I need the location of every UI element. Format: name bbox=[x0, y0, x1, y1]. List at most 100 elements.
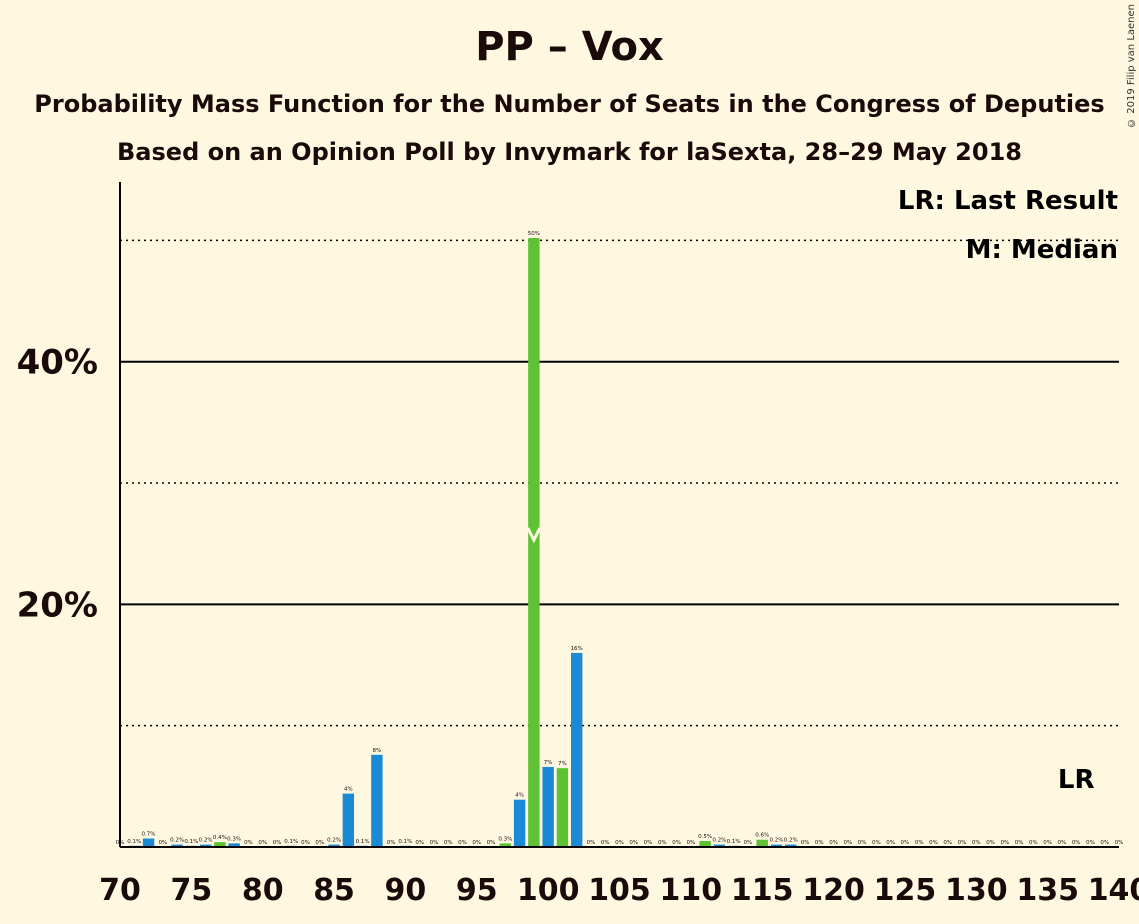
bar-label-89: 0% bbox=[387, 840, 396, 846]
bar-label-120: 0% bbox=[829, 840, 838, 846]
bar-label-116: 0.2% bbox=[769, 838, 783, 844]
bar-label-119: 0% bbox=[815, 840, 824, 846]
bar-label-93: 0% bbox=[444, 840, 453, 846]
x-tick-125: 125 bbox=[874, 873, 937, 908]
axes bbox=[119, 182, 1119, 848]
bar-label-129: 0% bbox=[958, 840, 967, 846]
bar-label-132: 0% bbox=[1000, 840, 1009, 846]
grid-lines bbox=[120, 239, 1119, 727]
bar-label-110: 0% bbox=[686, 840, 695, 846]
x-tick-105: 105 bbox=[588, 873, 651, 908]
bar-label-123: 0% bbox=[872, 840, 881, 846]
chart-title: PP – Vox bbox=[475, 24, 664, 70]
bar-label-81: 0% bbox=[273, 840, 282, 846]
bar-label-133: 0% bbox=[1015, 840, 1024, 846]
bar-label-135: 0% bbox=[1043, 840, 1052, 846]
y-tick-40: 40% bbox=[17, 343, 98, 383]
bar-85 bbox=[328, 844, 340, 847]
bar-label-72: 0.7% bbox=[142, 832, 156, 838]
bar-label-126: 0% bbox=[915, 840, 924, 846]
bar-label-86: 4% bbox=[344, 787, 353, 793]
bar-111 bbox=[699, 840, 711, 847]
bar-72 bbox=[142, 838, 155, 847]
bar-76 bbox=[199, 844, 212, 847]
bar-label-109: 0% bbox=[672, 840, 681, 846]
bar-label-73: 0% bbox=[158, 840, 167, 846]
bar-series bbox=[128, 237, 797, 847]
bar-label-124: 0% bbox=[886, 840, 895, 846]
bar-label-107: 0% bbox=[644, 840, 653, 846]
bar-115 bbox=[756, 839, 768, 847]
bar-88 bbox=[371, 754, 383, 847]
x-tick-75: 75 bbox=[170, 873, 212, 908]
x-tick-135: 135 bbox=[1016, 873, 1079, 908]
last-result-marker: LR bbox=[1058, 765, 1095, 795]
bar-label-101: 7% bbox=[558, 761, 567, 767]
bar-label-99: 50% bbox=[528, 231, 540, 237]
bar-label-92: 0% bbox=[430, 840, 439, 846]
x-tick-80: 80 bbox=[242, 873, 284, 908]
bar-label-103: 0% bbox=[587, 840, 596, 846]
median-marker bbox=[526, 527, 542, 544]
x-tick-140: 140 bbox=[1088, 873, 1139, 908]
x-tick-70: 70 bbox=[99, 873, 141, 908]
bar-label-85: 0.2% bbox=[327, 838, 341, 844]
legend-median: M: Median bbox=[966, 235, 1118, 265]
bar-label-84: 0% bbox=[315, 840, 324, 846]
bar-label-130: 0% bbox=[972, 840, 981, 846]
bar-label-140: 0% bbox=[1115, 840, 1124, 846]
bar-label-105: 0% bbox=[615, 840, 624, 846]
bar-label-87: 0.1% bbox=[356, 839, 370, 845]
x-tick-95: 95 bbox=[456, 873, 498, 908]
bar-label-138: 0% bbox=[1086, 840, 1095, 846]
bar-101 bbox=[556, 768, 569, 847]
bar-77 bbox=[214, 842, 226, 847]
bar-label-118: 0% bbox=[801, 840, 810, 846]
bar-label-127: 0% bbox=[929, 840, 938, 846]
bar-label-128: 0% bbox=[943, 840, 952, 846]
bar-112 bbox=[713, 844, 726, 847]
x-tick-110: 110 bbox=[660, 873, 723, 908]
tick-labels: 7075808590951001051101151201251301351402… bbox=[17, 343, 1139, 908]
bar-label-98: 4% bbox=[515, 793, 524, 799]
bar-label-76: 0.2% bbox=[199, 838, 213, 844]
bar-label-78: 0.3% bbox=[227, 836, 241, 842]
y-tick-20: 20% bbox=[17, 585, 98, 625]
bar-label-117: 0.2% bbox=[784, 838, 798, 844]
bar-label-83: 0% bbox=[301, 840, 310, 846]
bar-label-82: 0.1% bbox=[284, 839, 298, 845]
bar-label-91: 0% bbox=[415, 840, 424, 846]
bar-label-125: 0% bbox=[901, 840, 910, 846]
chart-subtitle: Probability Mass Function for the Number… bbox=[34, 90, 1105, 118]
bar-label-106: 0% bbox=[629, 840, 638, 846]
bar-label-74: 0.2% bbox=[170, 838, 184, 844]
bar-label-75: 0.1% bbox=[184, 839, 198, 845]
chart-source: Based on an Opinion Poll by Invymark for… bbox=[117, 138, 1022, 166]
bar-label-96: 0% bbox=[487, 840, 496, 846]
bar-label-100: 7% bbox=[544, 760, 553, 766]
bar-label-114: 0% bbox=[744, 840, 753, 846]
bar-label-134: 0% bbox=[1029, 840, 1038, 846]
bar-label-112: 0.2% bbox=[712, 838, 726, 844]
bar-label-90: 0.1% bbox=[398, 839, 412, 845]
bar-label-104: 0% bbox=[601, 840, 610, 846]
bar-label-94: 0% bbox=[458, 840, 467, 846]
bar-label-115: 0.6% bbox=[755, 833, 769, 839]
bar-117 bbox=[785, 844, 797, 847]
bar-102 bbox=[570, 652, 583, 847]
bar-label-111: 0.5% bbox=[698, 834, 712, 840]
bar-label-77: 0.4% bbox=[213, 835, 227, 841]
bar-label-139: 0% bbox=[1100, 840, 1109, 846]
bar-labels: 0%0.1%0.7%0%0.2%0.1%0.2%0.4%0.3%0%0%0%0.… bbox=[116, 231, 1124, 846]
bar-label-131: 0% bbox=[986, 840, 995, 846]
bar-label-95: 0% bbox=[472, 840, 481, 846]
bar-label-108: 0% bbox=[658, 840, 667, 846]
bar-78 bbox=[228, 843, 240, 847]
bar-86 bbox=[342, 793, 355, 847]
bar-100 bbox=[542, 766, 554, 847]
bar-label-102: 16% bbox=[571, 646, 583, 652]
x-tick-115: 115 bbox=[731, 873, 794, 908]
bar-label-71: 0.1% bbox=[127, 839, 141, 845]
x-tick-90: 90 bbox=[385, 873, 427, 908]
